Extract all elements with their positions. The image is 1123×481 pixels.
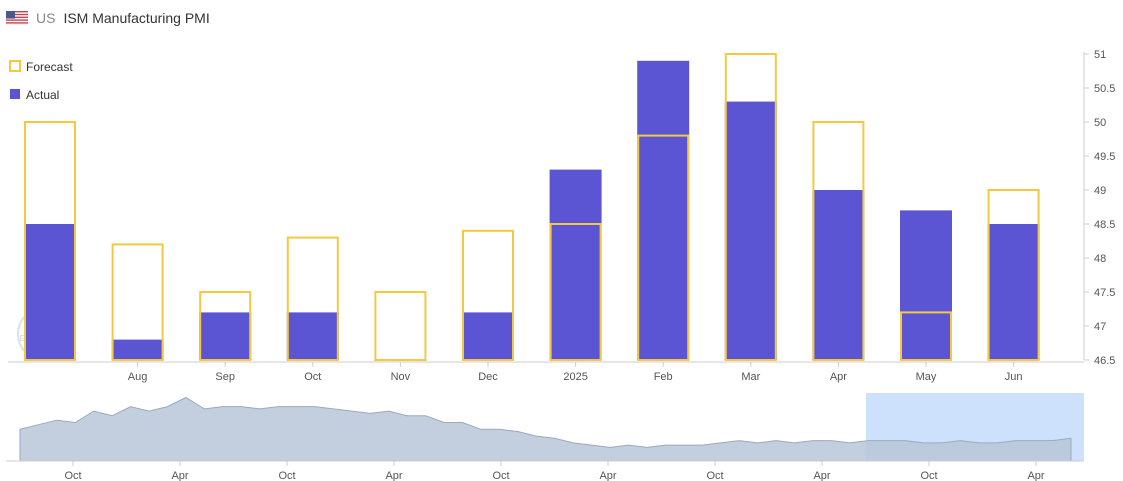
forecast-bar[interactable] xyxy=(549,223,602,361)
country-label: US xyxy=(36,10,56,26)
x-tick-labels: Aug Sep Oct Nov Dec 2025 Feb Mar Apr May Jun xyxy=(128,362,1023,383)
actual-bar[interactable] xyxy=(724,101,777,360)
actual-bar[interactable] xyxy=(812,190,865,360)
forecast-bar[interactable] xyxy=(987,189,1040,361)
x-tick-label: Feb xyxy=(654,371,673,383)
actual-bar[interactable] xyxy=(637,60,690,361)
y-tick-label: 50 xyxy=(1094,117,1106,129)
navigator-x-label: Apr xyxy=(385,470,402,481)
x-tick-label: Oct xyxy=(304,371,321,383)
x-tick-label: 2025 xyxy=(563,371,587,383)
x-tick-label: Sep xyxy=(215,371,235,383)
y-tick-label: 49 xyxy=(1094,185,1106,197)
forecast-bar[interactable] xyxy=(724,53,777,361)
forecast-bar[interactable] xyxy=(24,121,76,361)
navigator-x-labels: Oct Apr Oct Apr Oct Apr Oct Apr Oct Apr xyxy=(64,461,1045,481)
x-tick-label: Mar xyxy=(741,371,760,383)
navigator-x-label: Oct xyxy=(492,470,509,481)
forecast-bar[interactable] xyxy=(199,291,252,361)
navigator-x-label: Apr xyxy=(171,470,188,481)
forecast-bar[interactable] xyxy=(374,291,427,361)
navigator-x-label: Oct xyxy=(920,470,937,481)
x-tick-label: Apr xyxy=(830,371,847,383)
forecast-bar[interactable] xyxy=(111,243,164,361)
y-tick-label: 48 xyxy=(1094,253,1106,265)
forecast-bar[interactable] xyxy=(900,311,952,361)
chart-header: US ISM Manufacturing PMI xyxy=(6,6,210,30)
x-tick-label: Dec xyxy=(478,371,498,383)
y-tick-label: 51 xyxy=(1094,49,1106,61)
y-tick-label: 47 xyxy=(1094,321,1106,333)
x-tick-label: May xyxy=(916,371,937,383)
forecast-bar[interactable] xyxy=(637,134,690,361)
y-tick-label: 48.5 xyxy=(1094,219,1115,231)
us-flag-icon xyxy=(6,11,28,25)
actual-bar[interactable] xyxy=(462,312,514,360)
actual-bar[interactable] xyxy=(24,224,76,360)
forecast-bar[interactable] xyxy=(286,236,339,362)
x-tick-label: Aug xyxy=(128,371,148,383)
x-tick-label: Nov xyxy=(391,371,411,383)
navigator-x-label: Oct xyxy=(706,470,723,481)
y-tick-label: 46.5 xyxy=(1094,355,1115,367)
actual-bar[interactable] xyxy=(111,339,164,360)
y-tick-label: 47.5 xyxy=(1094,287,1115,299)
y-tick-label: 50.5 xyxy=(1094,83,1115,95)
legend-actual-swatch xyxy=(10,89,20,99)
navigator-x-label: Apr xyxy=(1027,470,1044,481)
navigator-x-label: Apr xyxy=(813,470,830,481)
chart-title: ISM Manufacturing PMI xyxy=(63,10,210,26)
actual-bar[interactable] xyxy=(987,224,1040,360)
bars xyxy=(24,53,1040,362)
legend-forecast-label: Forecast xyxy=(26,60,73,74)
forecast-bar[interactable] xyxy=(462,229,514,361)
x-tick-label: Jun xyxy=(1005,371,1023,383)
actual-bar[interactable] xyxy=(549,169,602,360)
actual-bar[interactable] xyxy=(199,312,252,360)
navigator-x-label: Oct xyxy=(278,470,295,481)
legend-actual-label: Actual xyxy=(26,88,59,102)
navigator-area xyxy=(19,396,1072,462)
actual-bar[interactable] xyxy=(286,312,339,360)
forecast-bar[interactable] xyxy=(812,121,865,361)
y-tick-label: 49.5 xyxy=(1094,151,1115,163)
navigator-x-label: Apr xyxy=(599,470,616,481)
legend: Forecast Actual xyxy=(9,60,73,102)
navigator[interactable]: Oct Apr Oct Apr Oct Apr Oct Apr Oct Apr xyxy=(6,393,1084,481)
actual-bar[interactable] xyxy=(900,210,952,360)
navigator-x-label: Oct xyxy=(64,470,81,481)
legend-forecast-swatch xyxy=(9,60,21,72)
y-tick-labels: 51 50.5 50 49.5 49 48.5 48 47.5 47 46.5 xyxy=(1084,49,1115,367)
